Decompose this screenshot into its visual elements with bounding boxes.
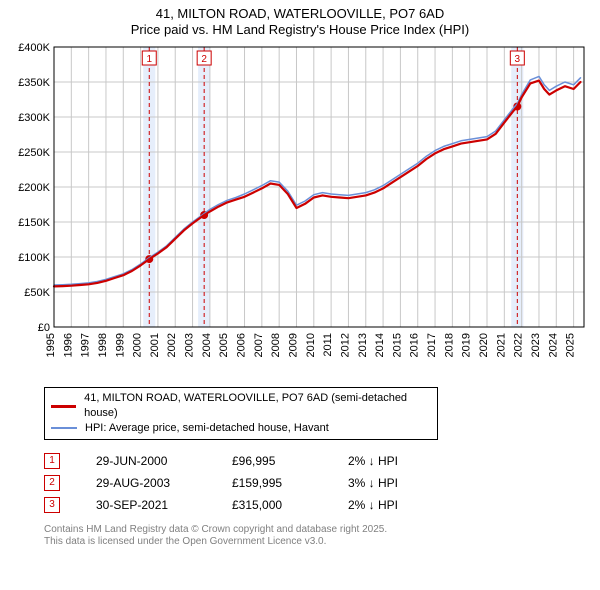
sale-date: 29-AUG-2003 [96,476,196,490]
y-tick-label: £300K [18,112,50,124]
x-tick-label: 2001 [149,333,161,357]
attribution-line2: This data is licensed under the Open Gov… [44,536,590,549]
legend-row: 41, MILTON ROAD, WATERLOOVILLE, PO7 6AD … [51,391,431,421]
legend-label: 41, MILTON ROAD, WATERLOOVILLE, PO7 6AD … [84,391,431,421]
x-tick-label: 2025 [565,333,577,357]
price-chart: £0 £50K £100K £150K £200K £250K £300K £350K £400… [10,41,590,381]
y-tick-label: £150K [18,217,50,229]
x-tick-label: 1998 [97,333,109,357]
sale-delta: 2% ↓ HPI [348,498,438,512]
title-line1: 41, MILTON ROAD, WATERLOOVILLE, PO7 6AD [10,6,590,22]
sales-table: 1 29-JUN-2000 £96,995 2% ↓ HPI 2 29-AUG-2003 £… [44,450,590,516]
sale-price: £159,995 [232,476,312,490]
x-tick-label: 2016 [409,333,421,357]
x-tick-label: 2013 [357,333,369,357]
x-tick-label: 2005 [218,333,230,357]
x-tick-label: 2012 [339,333,351,357]
x-tick-label: 2014 [374,333,386,357]
y-tick-label: £0 [38,322,50,334]
sale-marker-key: 3 [44,497,60,513]
sale-marker-number: 3 [515,54,521,65]
attribution-line1: Contains HM Land Registry data © Crown c… [44,524,590,537]
chart-titles: 41, MILTON ROAD, WATERLOOVILLE, PO7 6AD … [10,6,590,37]
title-line2: Price paid vs. HM Land Registry's House … [10,22,590,38]
x-tick-label: 2015 [391,333,403,357]
x-tick-label: 2011 [322,333,334,357]
x-tick-label: 1995 [45,333,57,357]
x-tick-label: 2010 [305,333,317,357]
x-tick-label: 2002 [166,333,178,357]
x-tick-label: 1999 [114,333,126,357]
sale-marker-key: 2 [44,475,60,491]
x-tick-label: 2006 [236,333,248,357]
y-tick-label: £200K [18,182,50,194]
x-tick-label: 2017 [426,333,438,357]
page-root: 41, MILTON ROAD, WATERLOOVILLE, PO7 6AD … [0,0,600,590]
y-tick-label: £50K [24,287,50,299]
sale-marker-number: 1 [146,54,152,65]
x-tick-label: 2018 [443,333,455,357]
legend-row: HPI: Average price, semi-detached house,… [51,421,431,436]
y-tick-label: £400K [18,42,50,54]
x-tick-label: 1996 [62,333,74,357]
x-tick-label: 2023 [530,333,542,357]
legend-swatch [51,427,77,429]
x-tick-label: 2019 [461,333,473,357]
x-tick-label: 1997 [80,333,92,357]
y-tick-label: £350K [18,77,50,89]
x-tick-label: 2008 [270,333,282,357]
attribution: Contains HM Land Registry data © Crown c… [44,524,590,549]
x-tick-label: 2022 [513,333,525,357]
legend: 41, MILTON ROAD, WATERLOOVILLE, PO7 6AD … [44,387,438,440]
sale-price: £96,995 [232,454,312,468]
legend-label: HPI: Average price, semi-detached house,… [85,421,329,436]
sale-delta: 3% ↓ HPI [348,476,438,490]
x-tick-label: 2020 [478,333,490,357]
sale-marker-number: 2 [201,54,207,65]
sale-price: £315,000 [232,498,312,512]
x-tick-label: 2007 [253,333,265,357]
sale-date: 30-SEP-2021 [96,498,196,512]
x-tick-label: 2009 [287,333,299,357]
y-tick-label: £250K [18,147,50,159]
x-tick-label: 2003 [184,333,196,357]
sales-row: 2 29-AUG-2003 £159,995 3% ↓ HPI [44,472,590,494]
chart-container: £0 £50K £100K £150K £200K £250K £300K £350K £400… [10,41,590,381]
y-tick-label: £100K [18,252,50,264]
sales-row: 1 29-JUN-2000 £96,995 2% ↓ HPI [44,450,590,472]
sale-delta: 2% ↓ HPI [348,454,438,468]
x-tick-label: 2000 [132,333,144,357]
x-tick-label: 2004 [201,333,213,357]
sale-marker-key: 1 [44,453,60,469]
sale-date: 29-JUN-2000 [96,454,196,468]
x-tick-label: 2024 [547,333,559,357]
legend-swatch [51,405,76,408]
x-tick-label: 2021 [495,333,507,357]
sales-row: 3 30-SEP-2021 £315,000 2% ↓ HPI [44,494,590,516]
